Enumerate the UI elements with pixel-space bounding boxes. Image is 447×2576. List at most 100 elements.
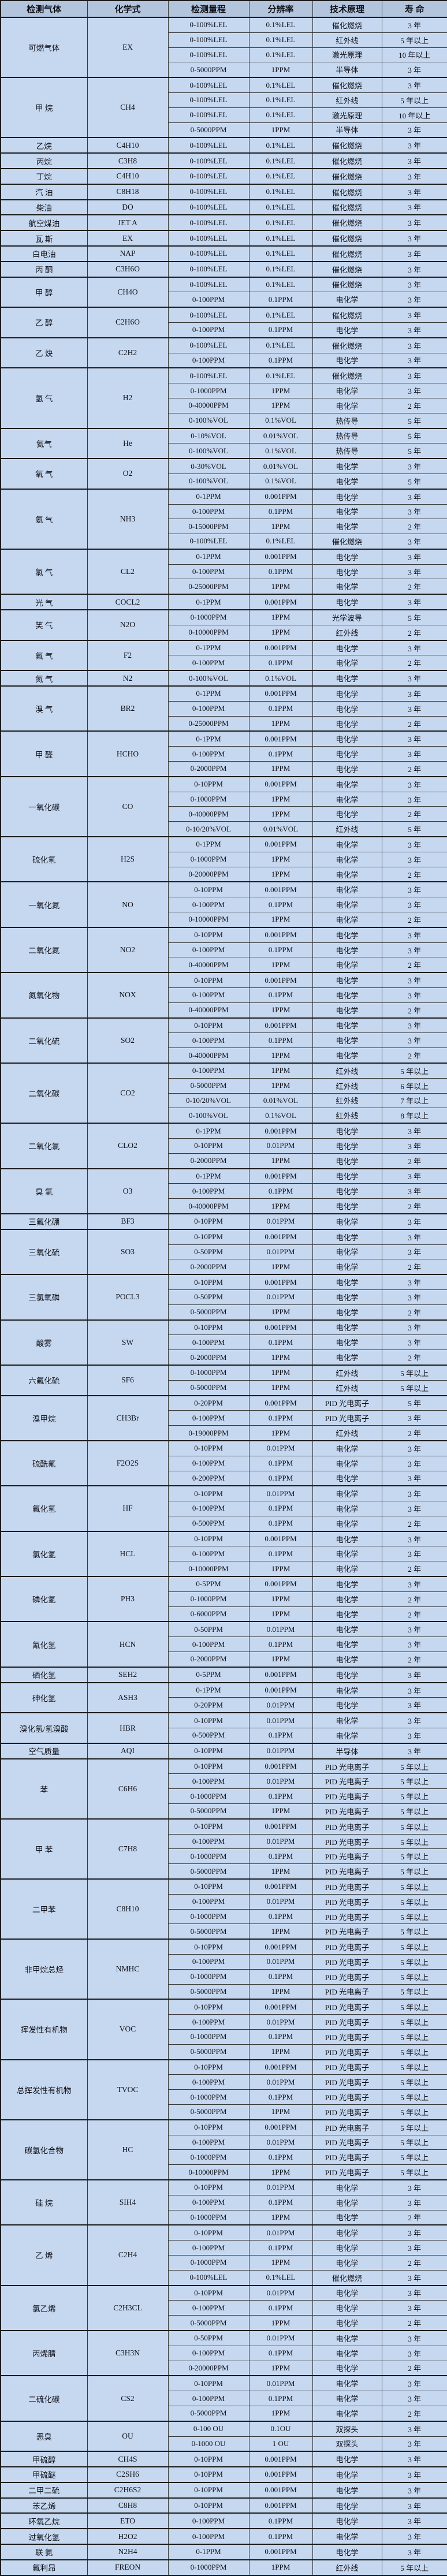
resolution-cell: 0.1PPM [248, 942, 313, 958]
resolution-cell: 0.1%LEL [248, 337, 313, 353]
resolution-cell: 0.001PPM [248, 488, 313, 505]
principle-cell: 光学波导 [312, 609, 382, 625]
table-row: 0-1000PPM 0.1PPM PID 光电离子 5 年以上 [1, 1908, 447, 1925]
principle-cell: 电化学 [312, 670, 382, 687]
gas-name-cell: 溴甲烷 [0, 1395, 88, 1441]
lifetime-cell: 3 年 [381, 307, 447, 323]
principle-cell: 电化学 [312, 1546, 382, 1562]
principle-cell: 催化燃烧 [312, 167, 382, 185]
lifetime-cell: 3 年 [381, 1485, 447, 1502]
range-cell: 0-40000PPM [167, 1047, 249, 1064]
formula-cell: He [87, 427, 169, 459]
lifetime-cell: 3 年 [381, 730, 447, 747]
table-row: 一氧化碳 CO 0-10PPM 0.001PPM 电化学 3 年 [0, 776, 447, 837]
principle-cell: 电化学 [312, 579, 382, 595]
range-cell: 0-10000PPM [167, 2164, 249, 2180]
table-row: 硫化氢 H2S 0-1PPM 0.001PPM 电化学 3 年 [0, 836, 447, 882]
lifetime-cell: 3 年 [381, 2194, 447, 2210]
resolution-cell: 0.1%LEL [248, 214, 313, 231]
lifetime-cell: 3 年 [381, 791, 447, 807]
header-gas-name: 检测气体 [0, 0, 88, 18]
formula-cell: HC [87, 2119, 169, 2180]
resolution-cell: 1PPM [248, 519, 313, 535]
lifetime-cell: 2 年 [381, 655, 447, 671]
resolution-cell: 0.01PPM [248, 1621, 313, 1638]
resolution-cell: 1PPM [248, 806, 313, 822]
formula-cell: C2SH6 [87, 2466, 169, 2483]
principle-cell: 电化学 [312, 1168, 382, 1184]
resolution-cell: 0.1%VOL [248, 1108, 313, 1124]
range-cell: 0-40000PPM [167, 1198, 249, 1214]
principle-cell: 电化学 [312, 1002, 382, 1019]
resolution-cell: 1PPM [248, 1923, 313, 1940]
lifetime-cell: 5 年以上 [381, 1758, 447, 1775]
formula-cell: CH4O [87, 276, 169, 308]
resolution-cell: 0.1PPM [248, 504, 313, 520]
principle-cell: 红外线 [312, 1364, 382, 1381]
gas-name-cell: 二硫化碳 [0, 2375, 88, 2422]
principle-cell: 电化学 [312, 639, 382, 656]
gas-name-cell: 三氧化硫 [0, 1228, 88, 1275]
lifetime-cell: 3 年 [381, 1666, 447, 1683]
principle-cell: 电化学 [312, 926, 382, 943]
principle-cell: 电化学 [312, 776, 382, 792]
lifetime-cell: 3 年 [381, 2179, 447, 2195]
table-row: 0-100PPM 0.01PPM PID 光电离子 5 年以上 [1, 2074, 447, 2090]
table-header: 检测气体 化学式 检测量程 分辨率 技术原理 寿 命 [0, 0, 447, 18]
principle-cell: 电化学 [312, 1530, 382, 1547]
resolution-cell: 0.01PPM [248, 1485, 313, 1502]
range-cell: 0-200PPM [167, 1470, 249, 1486]
table-row: 0-1000PPM 0.1PPM PID 光电离子 5 年以上 [1, 1788, 447, 1805]
lifetime-cell: 3 年 [381, 1228, 447, 1245]
principle-cell: 电化学 [312, 1728, 382, 1744]
table-row: 二氧化硫 SO2 0-10PPM 0.001PPM 电化学 3 年 [0, 1017, 447, 1064]
principle-cell: 电化学 [312, 2345, 382, 2361]
range-cell: 0-100%LEL [167, 337, 249, 353]
table-row: 甲 烷 CH4 0-100%LEL 0.1%LEL 催化燃烧 3 年 [0, 77, 447, 138]
range-cell: 0-100PPM [167, 1032, 249, 1049]
resolution-cell: 0.1%VOL [248, 473, 313, 490]
range-cell: 0-100 OU [167, 2420, 249, 2437]
principle-cell: 电化学 [312, 564, 382, 580]
principle-cell: 电化学 [312, 972, 382, 989]
resolution-cell: 1PPM [248, 2209, 313, 2225]
resolution-cell: 0.01PPM [248, 1954, 313, 1970]
formula-cell: O3 [87, 1168, 169, 1214]
range-cell: 0-5000PPM [167, 2315, 249, 2331]
principle-cell: 电化学 [312, 2391, 382, 2406]
principle-cell: 电化学 [312, 292, 382, 308]
resolution-cell: 0.1PPM [248, 1908, 313, 1925]
gas-name-cell: 二氧化碳 [0, 1062, 88, 1124]
lifetime-cell: 3 年 [381, 776, 447, 792]
range-cell: 0-5000PPM [167, 2044, 249, 2060]
resolution-cell: 0.01%VOL [248, 821, 313, 837]
formula-cell: PH3 [87, 1576, 169, 1622]
principle-cell: 电化学 [312, 987, 382, 1003]
range-cell: 0-40000PPM [167, 806, 249, 822]
table-row: 0-2000PPM 1PPM 电化学 2 年 [1, 1153, 447, 1169]
lifetime-cell: 3 年 [381, 1289, 447, 1305]
lifetime-cell: 3 年 [381, 1682, 447, 1698]
resolution-cell: 0.1PPM [248, 746, 313, 762]
principle-cell: 电化学 [312, 685, 382, 702]
principle-cell: PID 光电离子 [312, 2044, 382, 2060]
principle-cell: 电化学 [312, 1274, 382, 1290]
principle-cell: 红外线 [312, 1425, 382, 1441]
table-row: 0-10/20%VOL 0.01%VOL 红外线 5 年 [1, 821, 447, 837]
table-row: 氰化氢 HCN 0-50PPM 0.01PPM 电化学 3 年 [0, 1621, 447, 1668]
resolution-cell: 0.01PPM [248, 2224, 313, 2241]
table-row: 硒化氢 SEH2 0-5PPM 0.001PPM 电化学 3 年 [0, 1666, 447, 1683]
resolution-cell: 0.1PPM [248, 1334, 313, 1351]
lifetime-cell: 3 年 [381, 137, 447, 154]
range-cell: 0-10000PPM [167, 912, 249, 928]
range-cell: 0-1000PPM [167, 2209, 249, 2225]
principle-cell: 催化燃烧 [312, 16, 382, 33]
table-row: 汽 油 C8H18 0-100%LEL 0.1%LEL 催化燃烧 3 年 [0, 183, 447, 200]
lifetime-cell: 6 年以上 [381, 1078, 447, 1094]
lifetime-cell: 5 年以上 [381, 1923, 447, 1940]
gas-name-cell: 氯乙烯 [0, 2284, 88, 2331]
principle-cell: 红外线 [312, 624, 382, 641]
principle-cell: 电化学 [312, 2512, 382, 2529]
lifetime-cell: 3 年 [381, 122, 447, 138]
lifetime-cell: 5 年以上 [381, 1999, 447, 2015]
